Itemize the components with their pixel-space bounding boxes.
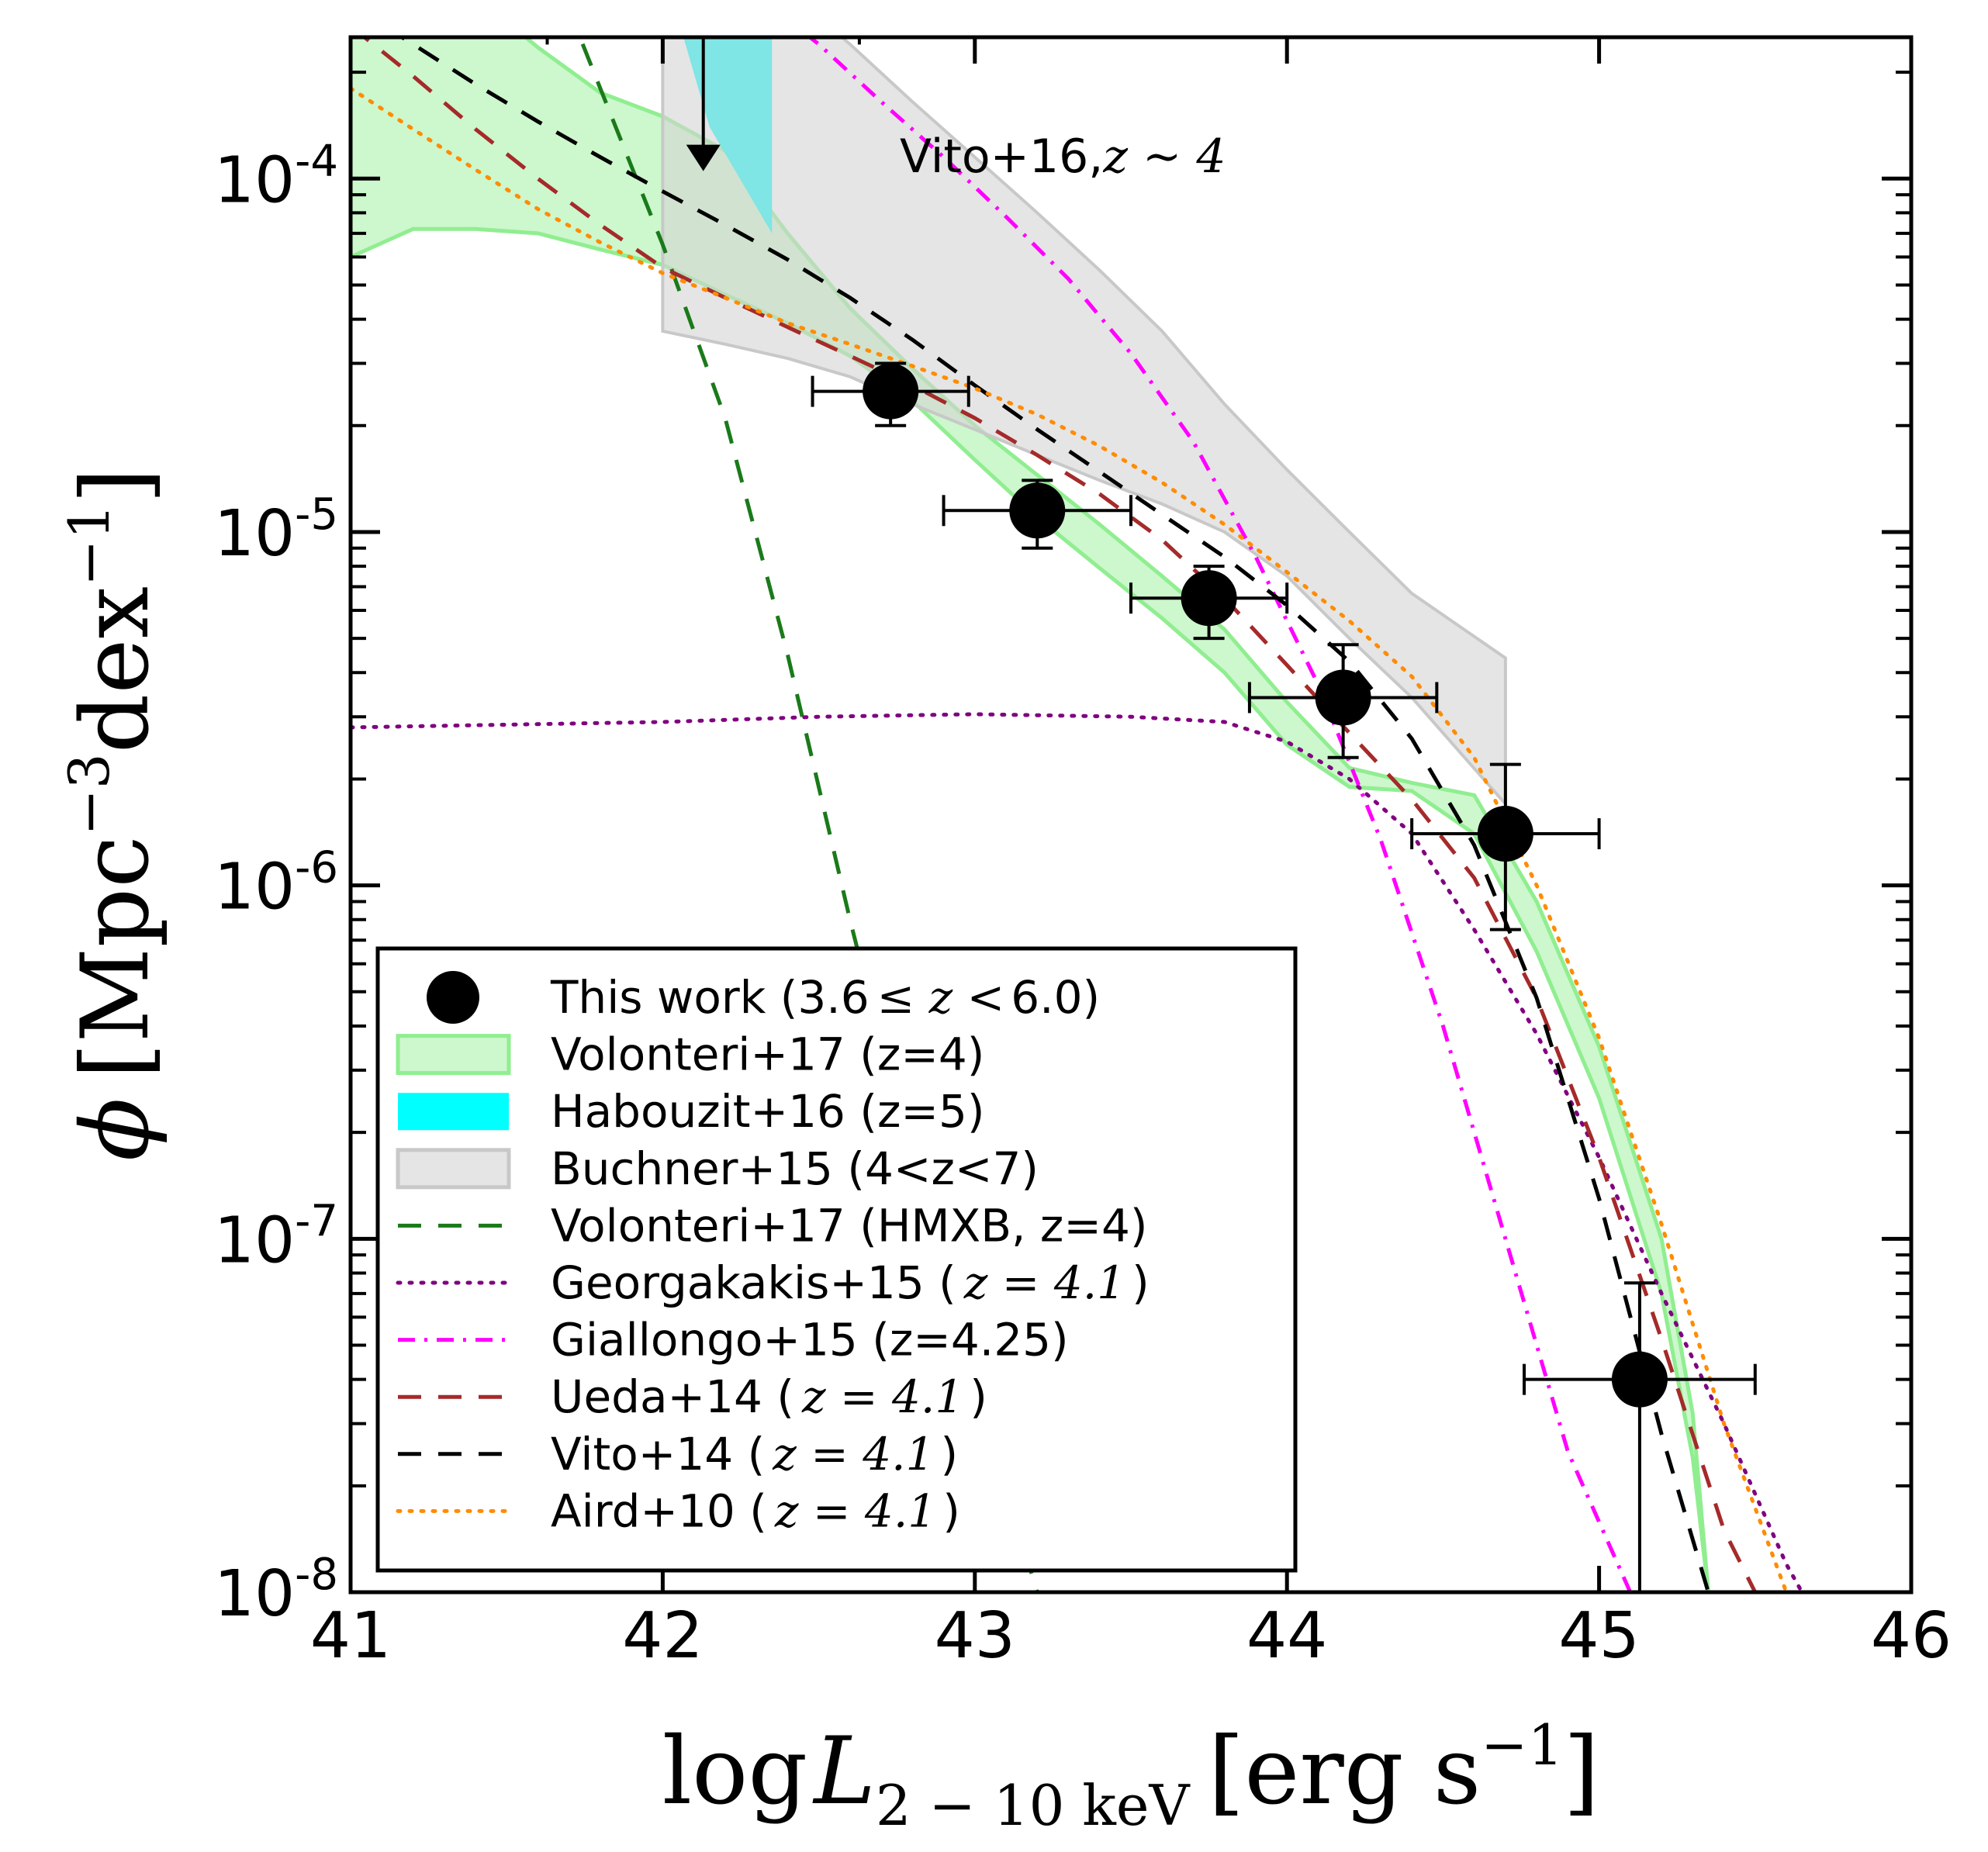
data-point-marker xyxy=(1181,570,1237,627)
x-tick-label: 42 xyxy=(622,1599,703,1673)
legend-label: Buchner+15 (4<z<7) xyxy=(551,1142,1039,1195)
y-tick-label: 10-8 xyxy=(214,1550,338,1631)
legend-item-volonteri17_hmxb: Volonteri+17 (HMXB, z=4) xyxy=(398,1199,1148,1252)
series-line-georgakakis-15-z-4-1 xyxy=(351,712,1804,1592)
series-line-volonteri-17-hmxb-z-4 xyxy=(577,37,1039,1592)
this-work-point xyxy=(1129,565,1289,641)
x-axis-title: logL2 − 10 keV [erg s−1] xyxy=(662,1712,1600,1838)
legend-item-buchner15: Buchner+15 (4<z<7) xyxy=(396,1142,1039,1195)
legend-label: Georgakakis+15 (z = 4.1) xyxy=(551,1256,1150,1309)
data-point-marker xyxy=(1315,669,1371,726)
legend-box xyxy=(375,946,1298,1573)
plot-frame xyxy=(348,35,1914,1595)
band-buchner-15-4-z-7 xyxy=(661,37,1507,808)
series-line-ueda-14-z-4-1 xyxy=(361,37,1758,1592)
this-work-point xyxy=(1247,643,1439,759)
y-tick-label: 10-5 xyxy=(214,489,338,571)
legend-label: Ueda+14 (z = 4.1) xyxy=(551,1370,987,1423)
this-work-point xyxy=(1523,1281,1757,1592)
vito16-upper-limit xyxy=(545,37,861,171)
data-points-layer xyxy=(545,37,1757,1592)
this-work-point xyxy=(942,479,1132,550)
series-line-giallongo-15-z-4-25 xyxy=(807,37,1633,1592)
this-work-point xyxy=(1410,762,1601,931)
legend-label: Volonteri+17 (z=4) xyxy=(551,1028,984,1081)
bands-layer xyxy=(351,37,1710,1592)
x-tick-label: 46 xyxy=(1871,1599,1952,1673)
series-line-vito-14-z-4-1 xyxy=(398,37,1710,1592)
legend-label: Volonteri+17 (HMXB, z=4) xyxy=(551,1199,1148,1252)
legend-label: This work (3.6 ≤ z <6.0) xyxy=(550,971,1100,1024)
legend-item-georgakakis15: Georgakakis+15 (z = 4.1) xyxy=(396,1256,1150,1309)
x-tick-label: 45 xyxy=(1558,1599,1639,1673)
legend-marker xyxy=(427,971,479,1024)
legend-item-habouzit16: Habouzit+16 (z=5) xyxy=(398,1085,985,1138)
legend: This work (3.6 ≤ z <6.0)Volonteri+17 (z=4… xyxy=(375,946,1298,1573)
legend-swatch xyxy=(396,1148,511,1190)
x-tick-label: 41 xyxy=(310,1599,391,1673)
y-tick-label: 10-4 xyxy=(214,136,338,217)
legend-item-this_work: This work (3.6 ≤ z <6.0) xyxy=(427,971,1100,1024)
data-point-marker xyxy=(1009,482,1066,539)
legend-swatch xyxy=(398,1093,509,1131)
upper-limit-arrow-head xyxy=(686,144,721,171)
y-tick-label: 10-7 xyxy=(214,1196,338,1277)
x-tick-label: 43 xyxy=(935,1599,1015,1673)
legend-item-volonteri17: Volonteri+17 (z=4) xyxy=(396,1028,984,1081)
ticks-layer: 41 42 43 44 45 46 10-8 10-7 10-6 10-5 10-4 xyxy=(214,37,1952,1673)
y-tick-label: 10-6 xyxy=(214,843,338,924)
legend-item-aird10: Aird+10 (z = 4.1) xyxy=(396,1484,960,1537)
series-layer xyxy=(351,37,1804,1592)
legend-label: Aird+10 (z = 4.1) xyxy=(551,1484,960,1537)
legend-swatch xyxy=(396,1034,511,1076)
this-work-point xyxy=(811,361,970,427)
legend-item-giallongo15: Giallongo+15 (z=4.25) xyxy=(398,1314,1069,1367)
y-axis-title: ϕ[Mpc−3dex−1] xyxy=(57,468,170,1161)
x-tick-label: 44 xyxy=(1246,1599,1327,1673)
data-point-marker xyxy=(863,363,919,420)
legend-item-vito14: Vito+14 (z = 4.1) xyxy=(398,1428,958,1481)
data-point-marker xyxy=(1611,1351,1668,1408)
legend-item-ueda14: Ueda+14 (z = 4.1) xyxy=(398,1370,987,1423)
vito16-annotation: Vito+16,z ∼ 4 xyxy=(900,130,1226,184)
legend-label: Giallongo+15 (z=4.25) xyxy=(551,1314,1069,1367)
data-point-marker xyxy=(1477,806,1533,862)
legend-label: Habouzit+16 (z=5) xyxy=(551,1085,985,1138)
legend-label: Vito+14 (z = 4.1) xyxy=(551,1428,958,1481)
series-line-aird-10-z-4-1 xyxy=(351,86,1789,1592)
